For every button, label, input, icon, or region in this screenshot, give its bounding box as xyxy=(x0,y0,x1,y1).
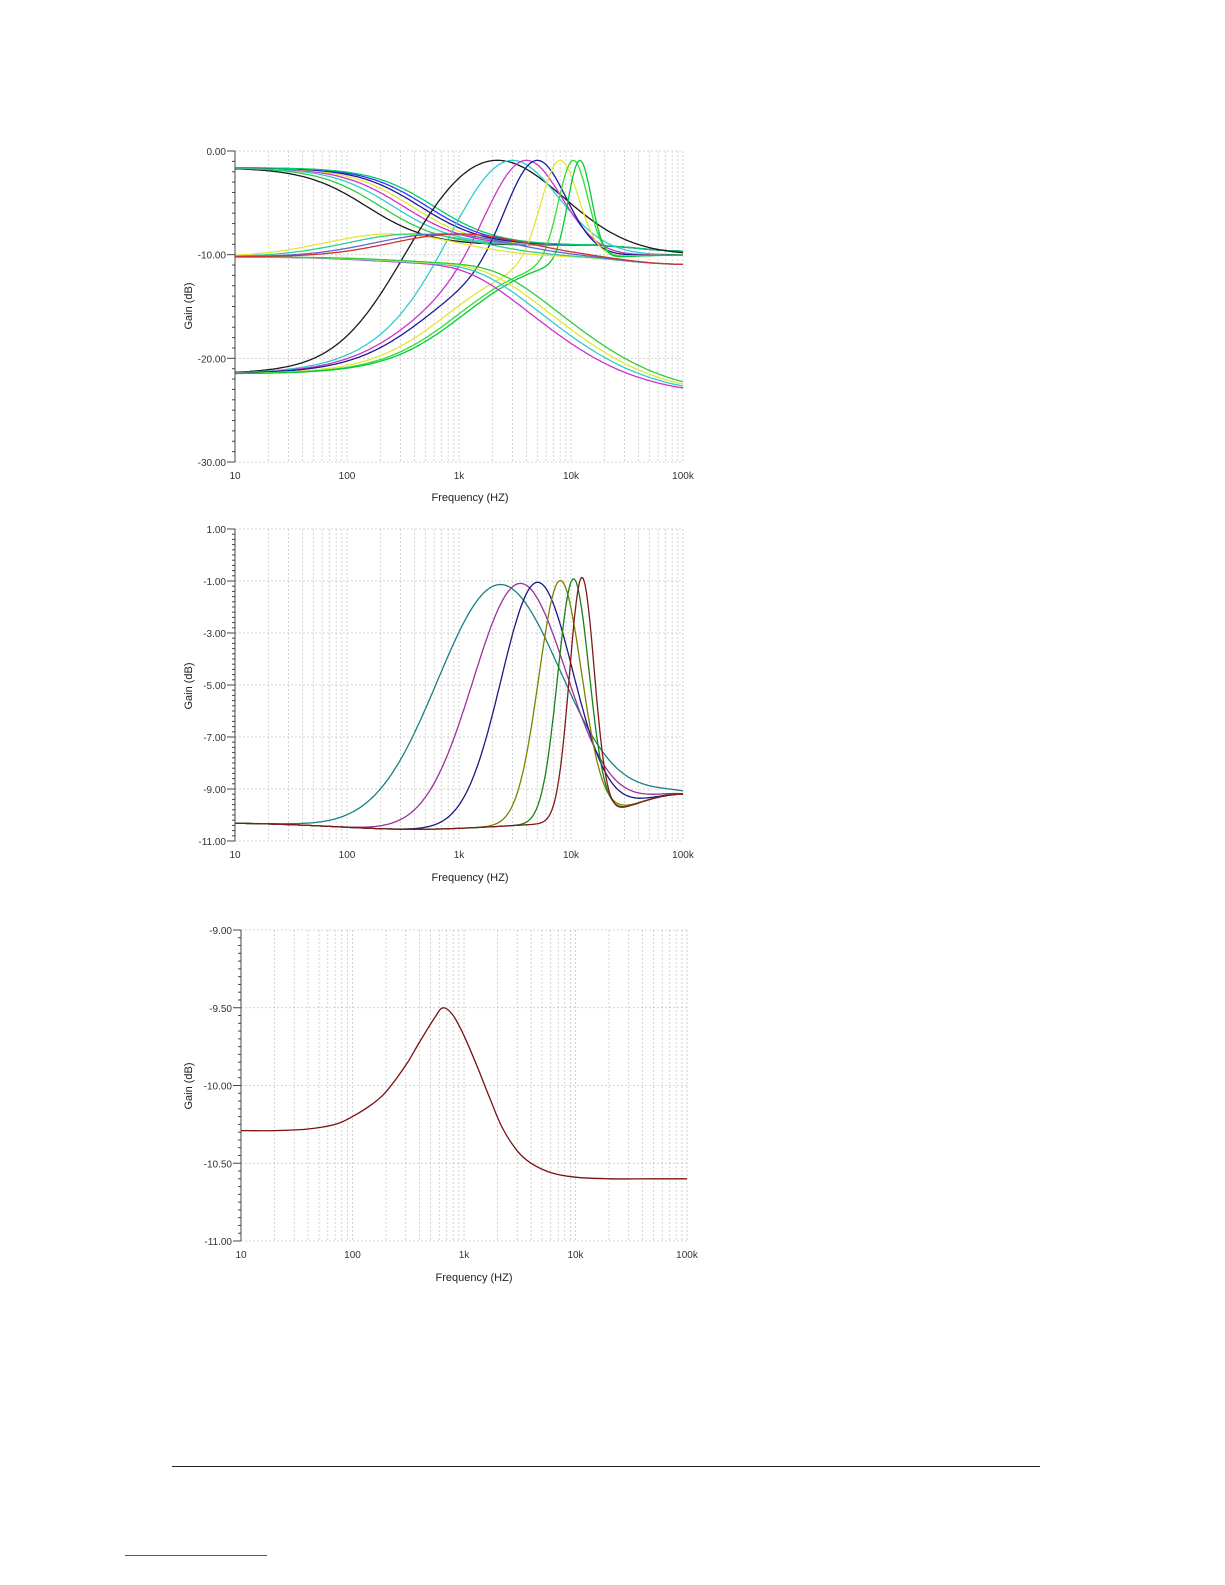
x-tick-label: 10 xyxy=(229,850,241,861)
x-tick-label: 100k xyxy=(672,471,695,482)
chart-3-grid xyxy=(240,929,688,1242)
series-line-23 xyxy=(234,233,684,266)
chart-2-xlabel: Frequency (HZ) xyxy=(431,872,508,884)
series-line-15 xyxy=(235,159,683,375)
x-tick-label: 100k xyxy=(672,850,695,861)
chart-3-xlabel: Frequency (HZ) xyxy=(435,1272,512,1284)
chart-3-curves xyxy=(240,1007,687,1180)
chart-1-xlabel: Frequency (HZ) xyxy=(431,492,508,504)
series-line-1 xyxy=(240,1007,687,1180)
y-tick-label: -10.00 xyxy=(198,251,227,262)
y-tick-label: -11.00 xyxy=(198,837,226,848)
chart-1-curves xyxy=(234,159,684,389)
y-tick-label: -30.00 xyxy=(198,458,227,469)
chart-3-ylabel: Gain (dB) xyxy=(183,1062,195,1109)
y-tick-label: -5.00 xyxy=(203,681,226,692)
series-line-21 xyxy=(234,233,684,266)
y-tick-label: -9.50 xyxy=(209,1004,232,1015)
x-tick-label: 1k xyxy=(454,471,466,482)
x-tick-label: 1k xyxy=(454,850,466,861)
series-line-8 xyxy=(235,167,683,252)
chart-1-ylabel: Gain (dB) xyxy=(183,282,195,329)
y-tick-label: -9.00 xyxy=(209,926,232,937)
y-tick-label: -10.50 xyxy=(204,1159,233,1170)
chart-2-curves xyxy=(234,576,684,830)
chart-1-grid xyxy=(234,150,684,463)
x-tick-label: 100 xyxy=(339,850,356,861)
y-tick-label: -3.00 xyxy=(203,629,226,640)
footer-link-underline[interactable] xyxy=(125,1555,267,1556)
y-tick-label: -7.00 xyxy=(203,733,226,744)
series-line-19 xyxy=(235,256,684,383)
x-tick-label: 10 xyxy=(229,471,241,482)
x-tick-label: 10k xyxy=(563,850,580,861)
series-line-10 xyxy=(235,159,684,374)
y-tick-label: -9.00 xyxy=(203,785,226,796)
series-line-5 xyxy=(235,578,683,830)
y-tick-label: -10.00 xyxy=(204,1082,233,1093)
series-line-22 xyxy=(235,233,683,266)
x-tick-label: 100 xyxy=(339,471,356,482)
y-tick-label: 1.00 xyxy=(207,525,227,536)
y-tick-label: -11.00 xyxy=(204,1237,232,1248)
x-tick-label: 10 xyxy=(235,1250,247,1261)
chart-2-ylabel: Gain (dB) xyxy=(183,662,195,709)
series-line-1 xyxy=(234,583,684,825)
x-tick-label: 100 xyxy=(344,1250,361,1261)
x-tick-label: 10k xyxy=(563,471,580,482)
series-line-9 xyxy=(234,159,684,373)
x-tick-label: 10k xyxy=(567,1250,584,1261)
y-tick-label: -20.00 xyxy=(198,354,227,365)
x-tick-label: 1k xyxy=(459,1250,471,1261)
chart-2-grid xyxy=(234,528,684,842)
y-tick-label: 0.00 xyxy=(207,147,227,158)
x-tick-label: 100k xyxy=(676,1250,699,1261)
footer-rule xyxy=(172,1466,1040,1467)
y-tick-label: -1.00 xyxy=(203,577,226,588)
series-line-6 xyxy=(235,576,683,830)
